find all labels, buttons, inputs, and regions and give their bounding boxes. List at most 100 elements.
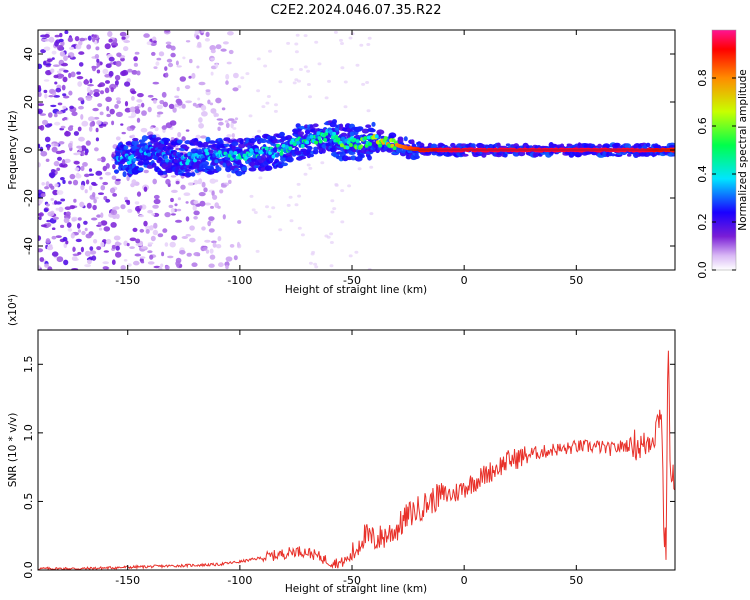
heat-cell	[114, 80, 119, 86]
heat-cell	[140, 260, 145, 264]
heat-cell	[60, 224, 65, 228]
heat-cell	[102, 68, 109, 75]
heat-cell	[178, 105, 182, 109]
heat-cell	[169, 120, 177, 126]
heat-cell	[84, 78, 89, 85]
heat-cell	[189, 225, 195, 231]
x-tick-label: -100	[227, 274, 252, 287]
heat-cell	[41, 38, 46, 42]
heat-cell	[348, 36, 353, 40]
heat-cell	[186, 252, 192, 257]
heat-cell	[371, 121, 376, 127]
heat-cell	[54, 34, 60, 38]
heat-cell	[48, 183, 53, 189]
heat-cell	[138, 160, 144, 166]
heat-cell	[193, 210, 200, 216]
heat-cell	[152, 81, 160, 85]
heat-cell	[410, 139, 415, 145]
heat-cell	[109, 187, 116, 194]
heat-cell	[38, 201, 43, 204]
heat-cell	[357, 167, 362, 171]
heat-cell	[356, 126, 364, 131]
heat-cell	[220, 48, 227, 52]
heat-cell	[113, 235, 121, 241]
heat-cell	[308, 95, 312, 99]
heat-cell	[176, 139, 183, 144]
heat-cell	[71, 111, 78, 117]
heat-cell	[147, 94, 154, 98]
heat-cell	[253, 211, 258, 214]
heat-cell	[323, 137, 328, 142]
heat-cell	[119, 31, 127, 37]
heat-cell	[517, 151, 526, 157]
heat-cell	[103, 123, 107, 127]
heat-cell	[115, 242, 122, 246]
heat-cell	[62, 179, 66, 184]
heat-cell	[256, 89, 261, 93]
heat-cell	[121, 36, 126, 40]
heat-cell	[44, 136, 51, 143]
heat-cell	[236, 161, 242, 166]
heat-cell	[105, 198, 111, 203]
heat-cell	[43, 46, 51, 51]
heat-cell	[217, 236, 222, 242]
heat-cell	[108, 56, 115, 62]
heat-cell	[297, 226, 302, 230]
heat-cell	[122, 171, 127, 178]
heat-cell	[174, 203, 178, 207]
heat-cell	[265, 101, 270, 105]
heat-cell	[316, 131, 321, 136]
heat-cell	[314, 140, 319, 145]
heat-cell	[249, 194, 254, 198]
heat-cell	[135, 243, 143, 247]
heat-cell	[88, 116, 95, 122]
heat-cell	[106, 113, 111, 118]
heat-cell	[68, 46, 75, 51]
heat-cell	[185, 216, 190, 222]
heat-cell	[60, 177, 65, 181]
heat-cell	[285, 145, 289, 149]
heat-cell	[313, 262, 318, 266]
heat-cell	[153, 99, 157, 104]
heat-cell	[653, 144, 662, 149]
heat-cell	[329, 241, 334, 244]
heat-cell	[74, 36, 80, 42]
heat-cell	[68, 90, 73, 96]
heat-cell	[51, 227, 56, 230]
x-tick-label: -50	[343, 574, 361, 587]
heat-cell	[93, 92, 100, 97]
heat-cell	[38, 103, 45, 107]
heat-cell	[38, 212, 44, 217]
heat-cell	[53, 64, 60, 67]
heat-cell	[201, 111, 208, 117]
heat-cell	[611, 153, 616, 157]
heat-cell	[341, 155, 349, 162]
heat-cell	[149, 126, 154, 129]
heat-cell	[224, 261, 230, 267]
heat-cell	[94, 147, 99, 152]
heat-cell	[72, 246, 76, 253]
heat-cell	[365, 81, 370, 84]
heat-cell	[62, 159, 66, 165]
heat-cell	[105, 238, 112, 245]
heat-cell	[88, 168, 93, 172]
heat-cell	[218, 121, 224, 126]
heat-cell	[332, 207, 337, 211]
heat-cell	[131, 96, 135, 101]
heat-cell	[140, 204, 147, 210]
heat-cell	[62, 76, 68, 83]
heat-cell	[86, 44, 92, 50]
heat-cell	[320, 161, 325, 165]
heat-cell	[93, 239, 98, 244]
heat-cell	[134, 108, 141, 114]
heat-cell	[383, 136, 388, 141]
heat-cell	[123, 259, 128, 262]
heat-cell	[114, 74, 121, 81]
heat-cell	[124, 196, 128, 201]
heat-cell	[141, 110, 147, 116]
heat-cell	[369, 165, 374, 169]
heat-cell	[96, 69, 101, 74]
heat-cell	[213, 111, 217, 118]
heat-cell	[150, 235, 156, 242]
x-tick-label: -150	[115, 274, 140, 287]
